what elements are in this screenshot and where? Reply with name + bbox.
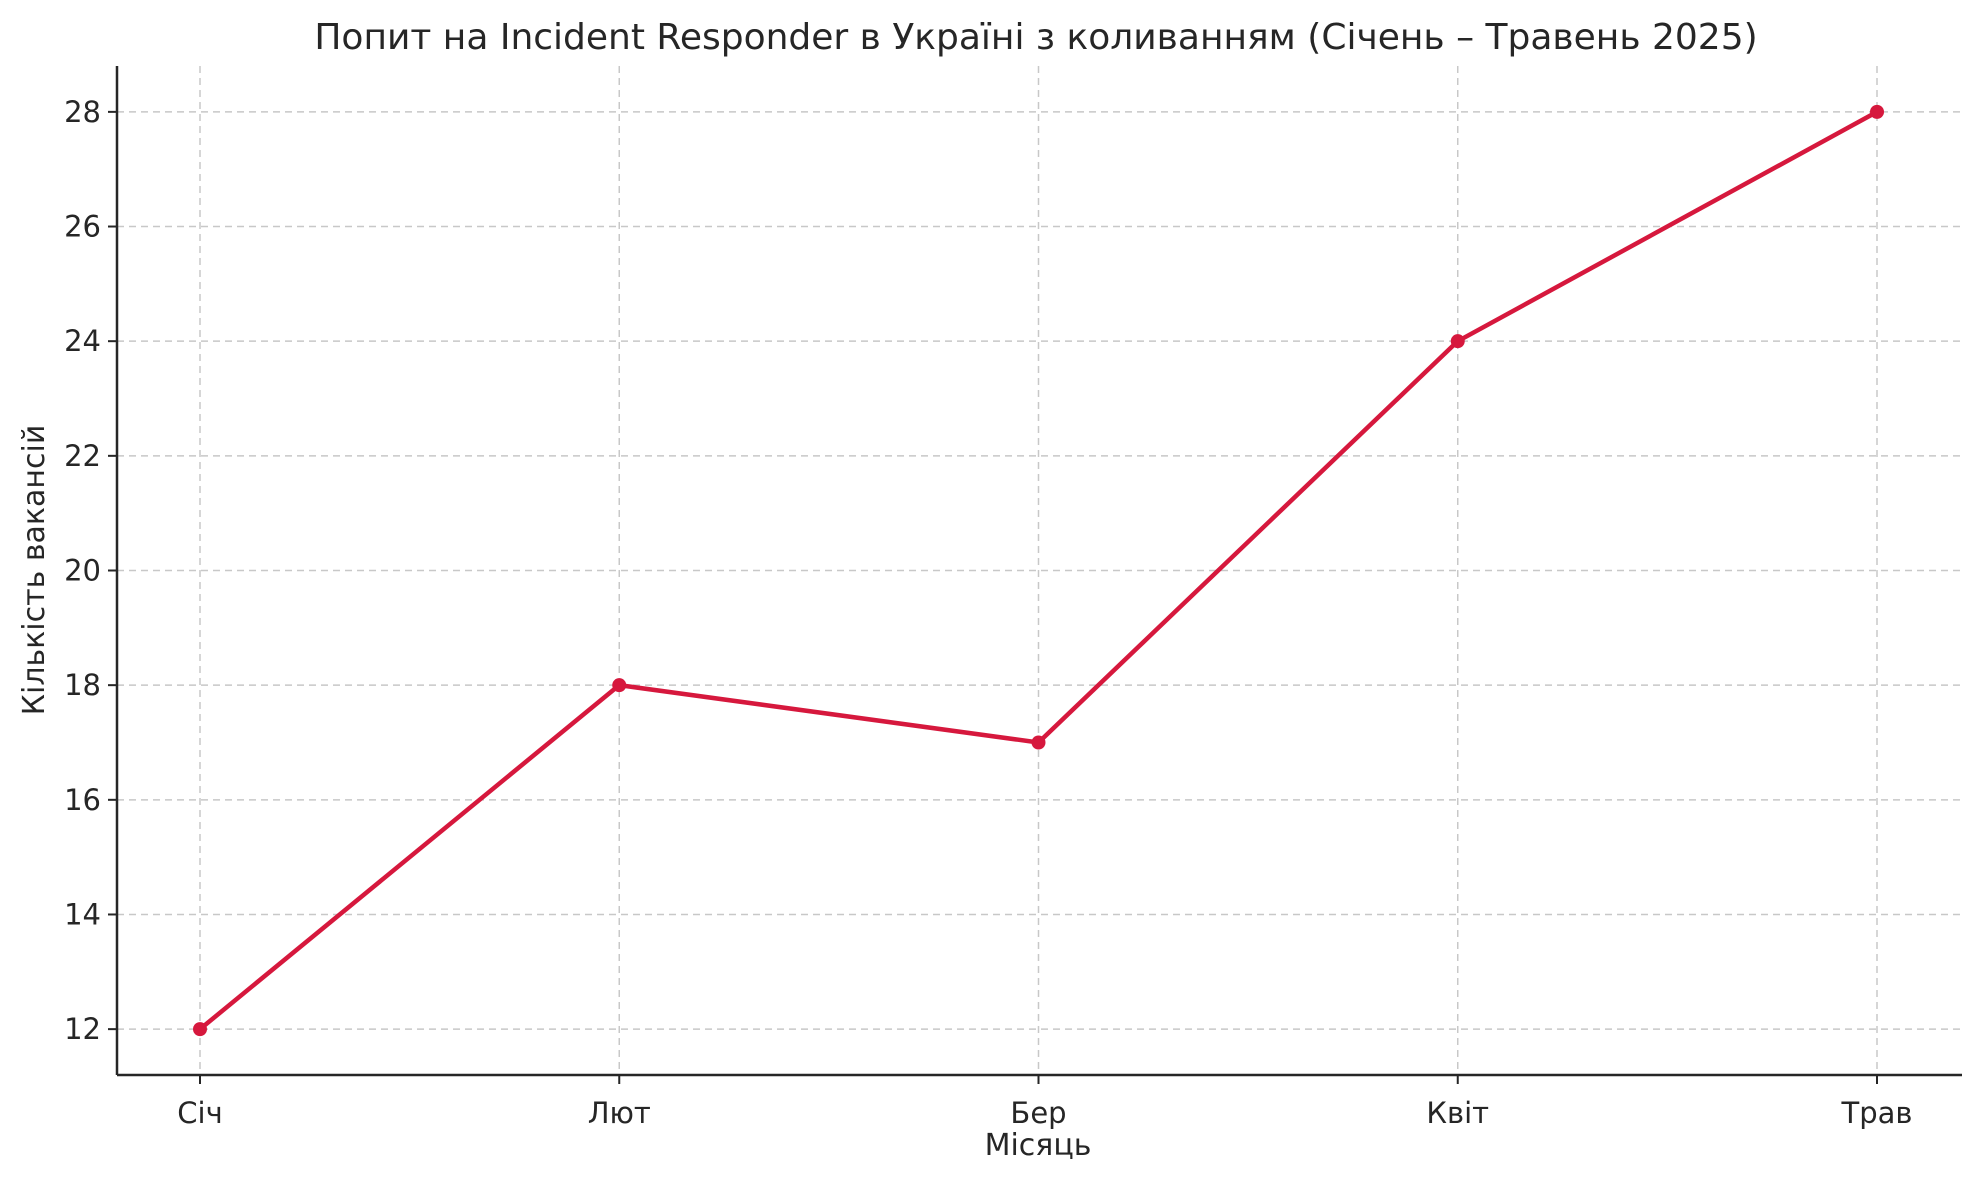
chart-title: Попит на Incident Responder в Україні з … (314, 17, 1757, 58)
data-point (612, 678, 627, 693)
y-tick-label: 24 (64, 324, 101, 358)
x-tick-label: Лют (588, 1096, 651, 1130)
x-tick-label: Квіт (1426, 1096, 1489, 1130)
data-point (193, 1022, 207, 1037)
y-tick-label: 18 (64, 668, 101, 702)
ticks-layer: Січ Лют Бер Квіт Трав 12 14 16 18 20 22 24 26 28 (64, 95, 1912, 1130)
y-tick-label: 14 (64, 897, 101, 931)
data-point (1031, 735, 1046, 750)
y-axis-label: Кількість вакансій (17, 425, 52, 716)
data-point (1870, 104, 1884, 119)
x-tick-label: Трав (1841, 1096, 1913, 1130)
y-tick-label: 16 (64, 783, 101, 817)
x-tick-label: Бер (1010, 1096, 1066, 1130)
y-tick-label: 22 (64, 439, 101, 473)
y-tick-label: 26 (64, 210, 101, 244)
x-axis-label: Місяць (985, 1128, 1092, 1163)
series-layer (193, 104, 1884, 1037)
y-tick-label: 28 (64, 95, 101, 129)
grid-layer (117, 66, 1962, 1075)
data-point (1450, 334, 1465, 349)
y-tick-label: 12 (64, 1012, 101, 1046)
x-tick-label: Січ (177, 1096, 222, 1130)
y-tick-label: 20 (64, 554, 101, 588)
